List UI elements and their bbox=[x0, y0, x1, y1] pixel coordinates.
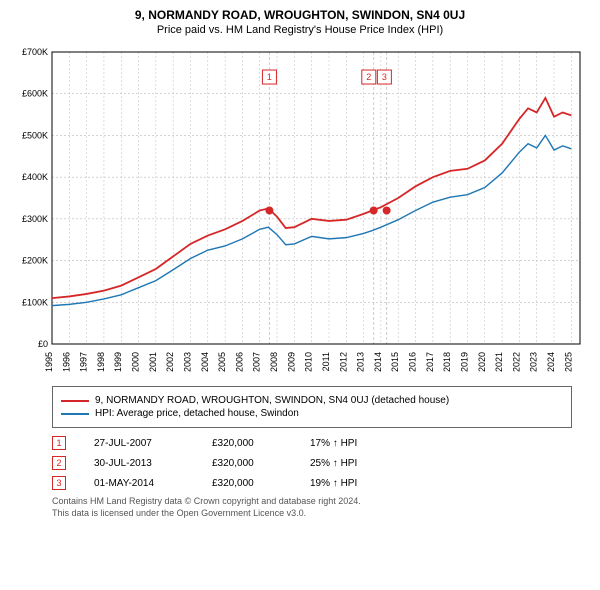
svg-text:2018: 2018 bbox=[442, 352, 452, 372]
legend: 9, NORMANDY ROAD, WROUGHTON, SWINDON, SN… bbox=[52, 386, 572, 428]
line-chart: £0 £100K £200K £300K £400K £500K £600K £700K 199… bbox=[10, 44, 590, 374]
sale-date: 01-MAY-2014 bbox=[94, 478, 184, 489]
svg-text:2007: 2007 bbox=[252, 352, 262, 372]
svg-text:2009: 2009 bbox=[286, 352, 296, 372]
sale-marker: 3 bbox=[52, 476, 66, 490]
footnote: Contains HM Land Registry data © Crown c… bbox=[52, 496, 572, 519]
svg-text:£100K: £100K bbox=[22, 297, 48, 307]
svg-text:2004: 2004 bbox=[200, 352, 210, 372]
svg-text:2021: 2021 bbox=[494, 352, 504, 372]
chart-container: 9, NORMANDY ROAD, WROUGHTON, SWINDON, SN… bbox=[0, 0, 600, 531]
svg-text:2016: 2016 bbox=[408, 352, 418, 372]
svg-text:£300K: £300K bbox=[22, 214, 48, 224]
svg-text:1998: 1998 bbox=[96, 352, 106, 372]
legend-item: 9, NORMANDY ROAD, WROUGHTON, SWINDON, SN… bbox=[61, 395, 563, 406]
svg-text:2013: 2013 bbox=[356, 352, 366, 372]
svg-text:2012: 2012 bbox=[338, 352, 348, 372]
legend-item: HPI: Average price, detached house, Swin… bbox=[61, 408, 563, 419]
chart-title: 9, NORMANDY ROAD, WROUGHTON, SWINDON, SN… bbox=[10, 8, 590, 22]
svg-text:2005: 2005 bbox=[217, 352, 227, 372]
svg-text:£500K: £500K bbox=[22, 130, 48, 140]
svg-text:2006: 2006 bbox=[234, 352, 244, 372]
footnote-line: Contains HM Land Registry data © Crown c… bbox=[52, 496, 572, 508]
svg-text:1999: 1999 bbox=[113, 352, 123, 372]
sale-date: 30-JUL-2013 bbox=[94, 458, 184, 469]
legend-label: HPI: Average price, detached house, Swin… bbox=[95, 408, 299, 419]
svg-text:2002: 2002 bbox=[165, 352, 175, 372]
svg-text:2025: 2025 bbox=[563, 352, 573, 372]
footnote-line: This data is licensed under the Open Gov… bbox=[52, 508, 572, 520]
svg-text:2017: 2017 bbox=[425, 352, 435, 372]
sales-table: 1 27-JUL-2007 £320,000 17% ↑ HPI 2 30-JUL-201… bbox=[52, 436, 572, 490]
chart-subtitle: Price paid vs. HM Land Registry's House … bbox=[10, 24, 590, 36]
legend-swatch bbox=[61, 400, 89, 402]
svg-text:2011: 2011 bbox=[321, 352, 331, 371]
svg-text:£0: £0 bbox=[38, 339, 48, 349]
sale-marker: 1 bbox=[52, 436, 66, 450]
svg-text:1: 1 bbox=[267, 72, 272, 82]
sale-pct: 17% ↑ HPI bbox=[310, 438, 400, 449]
svg-text:1995: 1995 bbox=[44, 352, 54, 372]
svg-text:£200K: £200K bbox=[22, 256, 48, 266]
sale-marker: 2 bbox=[52, 456, 66, 470]
svg-text:3: 3 bbox=[382, 72, 387, 82]
legend-label: 9, NORMANDY ROAD, WROUGHTON, SWINDON, SN… bbox=[95, 395, 449, 406]
svg-text:2020: 2020 bbox=[477, 352, 487, 372]
chart-area: £0 £100K £200K £300K £400K £500K £600K £700K 199… bbox=[10, 44, 590, 374]
svg-text:2024: 2024 bbox=[546, 352, 556, 372]
sale-price: £320,000 bbox=[212, 458, 282, 469]
sale-row: 2 30-JUL-2013 £320,000 25% ↑ HPI bbox=[52, 456, 572, 470]
svg-text:2023: 2023 bbox=[529, 352, 539, 372]
sale-date: 27-JUL-2007 bbox=[94, 438, 184, 449]
svg-text:2022: 2022 bbox=[511, 352, 521, 372]
svg-text:£600K: £600K bbox=[22, 89, 48, 99]
svg-text:2014: 2014 bbox=[373, 352, 383, 372]
svg-text:2010: 2010 bbox=[304, 352, 314, 372]
sale-price: £320,000 bbox=[212, 478, 282, 489]
svg-text:2015: 2015 bbox=[390, 352, 400, 372]
sale-row: 3 01-MAY-2014 £320,000 19% ↑ HPI bbox=[52, 476, 572, 490]
svg-text:1996: 1996 bbox=[61, 352, 71, 372]
svg-text:2001: 2001 bbox=[148, 352, 158, 372]
legend-swatch bbox=[61, 413, 89, 415]
svg-text:2000: 2000 bbox=[131, 352, 141, 372]
svg-text:2003: 2003 bbox=[182, 352, 192, 372]
sale-row: 1 27-JUL-2007 £320,000 17% ↑ HPI bbox=[52, 436, 572, 450]
svg-text:£400K: £400K bbox=[22, 172, 48, 182]
svg-text:£700K: £700K bbox=[22, 47, 48, 57]
svg-text:2: 2 bbox=[366, 72, 371, 82]
svg-text:1997: 1997 bbox=[79, 352, 89, 372]
sale-pct: 25% ↑ HPI bbox=[310, 458, 400, 469]
svg-text:2019: 2019 bbox=[459, 352, 469, 372]
svg-text:2008: 2008 bbox=[269, 352, 279, 372]
sale-pct: 19% ↑ HPI bbox=[310, 478, 400, 489]
sale-price: £320,000 bbox=[212, 438, 282, 449]
